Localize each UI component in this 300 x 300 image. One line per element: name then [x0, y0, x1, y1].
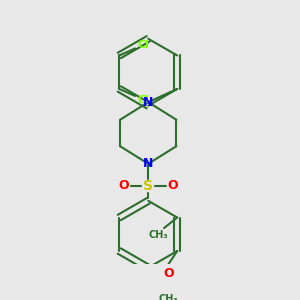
Text: N: N: [143, 157, 153, 170]
Text: N: N: [143, 96, 153, 109]
Text: O: O: [168, 179, 178, 192]
Text: S: S: [143, 179, 153, 193]
Text: CH₃: CH₃: [148, 230, 168, 240]
Text: Cl: Cl: [138, 94, 150, 104]
Text: O: O: [163, 266, 174, 280]
Text: O: O: [118, 179, 129, 192]
Text: CH₃: CH₃: [159, 294, 178, 300]
Text: Cl: Cl: [138, 40, 150, 50]
